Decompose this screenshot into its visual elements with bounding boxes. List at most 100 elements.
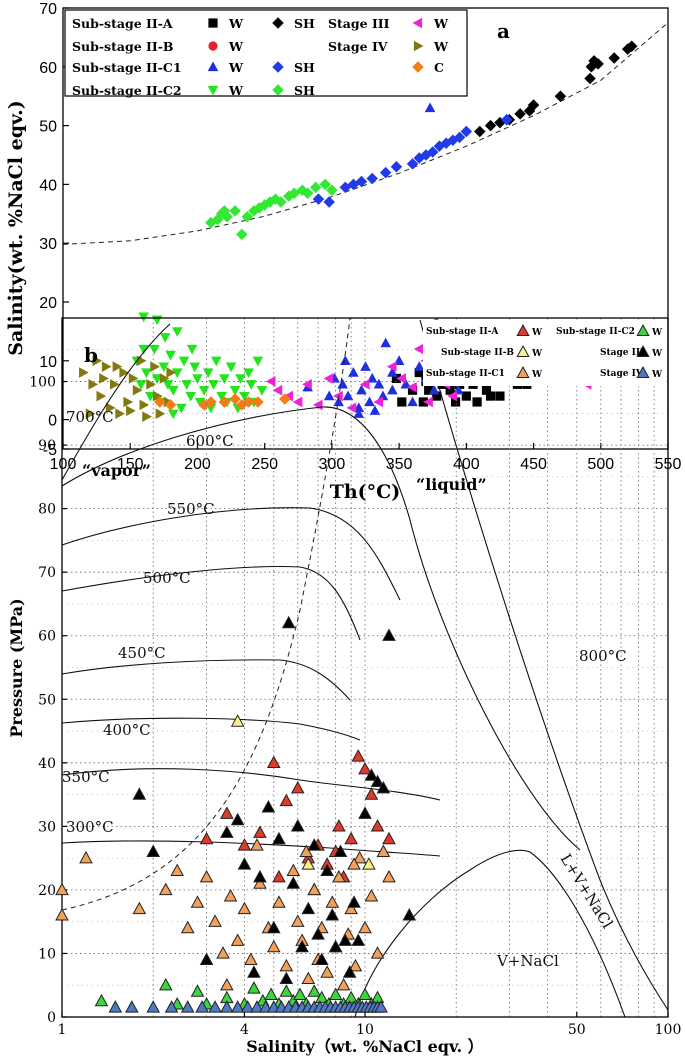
panel-a-point [355,175,368,188]
isotherm-450 [61,659,351,701]
panel-a-point [460,125,473,138]
panel-a-point [245,380,257,390]
panel-b-point [208,1000,222,1013]
panel-a-point [423,396,433,408]
panel-a-point [155,408,166,420]
panel-b-point [247,981,261,994]
isotherm-label-350: 350°C [62,768,110,786]
panel-b-ytick-label: 80 [38,502,56,518]
panel-b-xtick-label: 10 [356,1022,374,1038]
panel-a-point [359,379,370,390]
panel-b-point [240,1000,255,1013]
panel-a-point [337,378,348,389]
panel-b-ticks: 1 4 10 50 100 0 10 20 30 40 50 60 70 80 90 100 [29,375,681,1038]
panel-a-xtick-label: 350 [386,456,413,473]
panel-a-point [366,172,378,185]
panel-a-ylabel: Salinity(wt. %NaCl eqv.) [5,100,27,355]
panel-a-ytick-label: 30 [39,236,57,253]
panel-b-legend-group: Stage III [600,348,644,358]
panel-a-point [112,361,123,372]
panel-a-ytick-label: 0 [48,413,57,430]
panel-a-point [126,405,136,417]
isotherm-label-600: 600°C [186,432,234,450]
panel-a-point [554,90,567,102]
panel-a-legend-type: W [433,16,449,31]
panel-b-legend-group: Sub-stage II-C1 [426,369,505,379]
panel-b-point [362,857,376,870]
panel-a-point [243,368,254,379]
isotherm-500 [61,565,361,641]
panel-a-ytick-label: 70 [39,1,57,18]
panel-a-point [158,362,170,373]
panel-b-legend-type: W [531,370,543,380]
panel-b-xtick-label: 1 [58,1022,67,1038]
panel-b-point [370,819,385,832]
panel-b-legend-marker [516,344,530,357]
panel-b-point [132,901,147,915]
panel-a-point [484,119,497,132]
panel-a-point [380,337,391,348]
panel-a-legend-type: SH [294,83,315,98]
panel-b-point [307,838,322,851]
isotherm-label-300: 300°C [66,818,114,836]
panel-a-point [390,161,403,173]
panel-b-point [295,939,309,953]
panel-a-legend-type: W [228,16,244,31]
panel-a-point [413,361,425,371]
panel-a-point [414,367,424,378]
panel-b-point [272,895,286,908]
panel-b-point [358,987,372,1000]
panel-a-point [154,396,166,408]
panel-b-point [266,920,281,934]
panel-a-point [386,361,397,372]
panel-a-xtick-label: 200 [184,456,211,473]
panel-b-legend-group: Sub-stage II-C2 [556,327,635,337]
isotherm-label-550: 550°C [167,500,215,518]
panel-a-point [373,396,384,408]
panel-a-legend-type: C [434,60,444,75]
region-label-vapor: “vapor” [82,461,151,480]
panel-a-point [119,367,130,378]
panel-a-point [279,393,291,405]
panel-b-point [307,882,322,896]
panel-b-point [164,1000,179,1013]
panel-a-point [208,380,219,390]
panel-a-legend-type: SH [294,60,315,75]
panel-b-point [281,615,296,629]
panel-a-point [109,379,120,390]
panel-b-legend-marker [636,365,650,378]
panel-a-point [346,402,357,414]
panel-b-point [125,1000,139,1013]
panel-b-point [180,920,195,934]
panel-b-point [258,1000,273,1013]
panel-a-legend-type: W [228,60,244,75]
panel-a-point [123,396,134,408]
panel-a-point [323,390,335,401]
panel-a-xlabel: Th(°C) [330,481,401,503]
panel-a-point [189,362,201,373]
panel-a-legend: Sub-stage II-A W SH Sub-stage II-B W Sub-stag… [72,16,449,98]
panel-a-point [221,210,233,223]
panel-a-ytick-label: 10 [39,354,57,371]
panel-b-point [108,1000,123,1013]
panel-a-point [149,344,160,355]
isotherm-600 [61,406,581,851]
panel-b-legend-group: Stage IV [600,369,644,379]
panel-a-point [369,405,381,415]
panel-b-point [290,819,305,832]
panel-a-point [135,380,147,390]
panel-b-point [370,774,385,788]
panel-a-legend-marker [208,41,218,51]
panel-a-point [407,381,417,393]
panel-a-ytick-label: 20 [39,295,57,312]
panel-a-point [85,408,96,420]
panel-a-point [495,391,505,401]
panel-a-point [142,411,152,422]
panel-b-point [342,965,357,978]
panel-a-legend-marker [412,17,423,29]
panel-a-point [283,390,294,402]
panel-b-grid [62,318,668,1018]
panel-a-point [461,391,471,401]
panel-a-legend-group: Sub-stage II-C1 [72,60,182,75]
